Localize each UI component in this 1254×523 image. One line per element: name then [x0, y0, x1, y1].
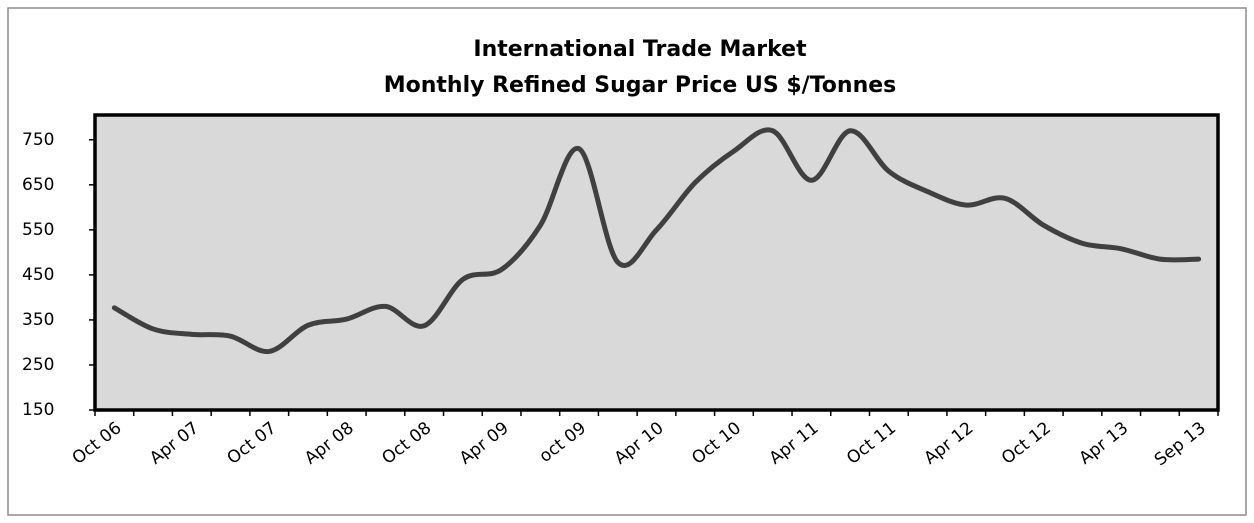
y-tick-label: 550	[22, 220, 54, 240]
plot-area	[93, 113, 1220, 412]
y-tick-label: 250	[22, 355, 54, 375]
y-tick-label: 150	[22, 400, 54, 420]
y-tick-label: 350	[22, 310, 54, 330]
y-tick-label: 750	[22, 130, 54, 150]
y-tick-label: 650	[22, 175, 54, 195]
y-tick-label: 450	[22, 265, 54, 285]
chart-subtitle: Monthly Refined Sugar Price US $/Tonnes	[384, 73, 897, 98]
data-line	[111, 127, 1202, 354]
chart-title: International Trade Market	[473, 37, 807, 62]
